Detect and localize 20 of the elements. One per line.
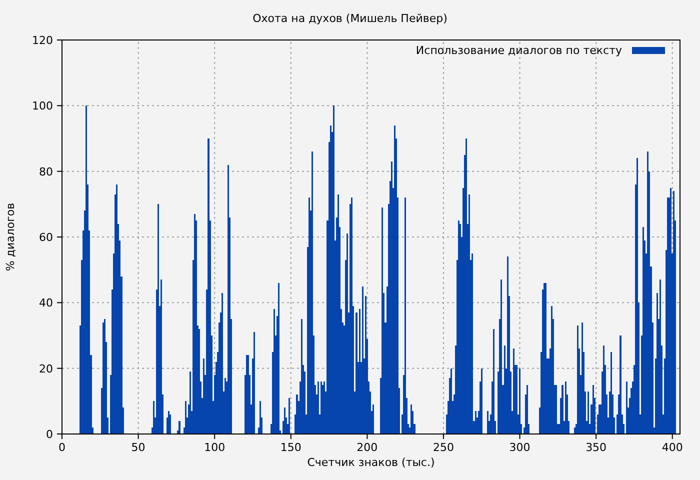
x-tick-label: 150 [280, 441, 302, 454]
x-tick-label: 200 [356, 441, 378, 454]
x-tick-label: 300 [509, 441, 530, 454]
y-tick-label: 100 [32, 100, 53, 113]
y-axis-title: % диалогов [4, 202, 17, 272]
x-tick-label: 400 [662, 441, 683, 454]
x-tick-label: 50 [131, 441, 146, 454]
x-tick-label: 350 [586, 441, 607, 454]
y-tick-label: 40 [39, 296, 53, 310]
y-tick-label: 80 [39, 165, 53, 178]
x-axis-title: Счетчик знаков (тыс.) [307, 456, 435, 469]
legend-label: Использование диалогов по тексту [416, 44, 622, 57]
x-tick-label: 250 [432, 441, 454, 454]
chart-title: Охота на духов (Мишель Пейвер) [252, 12, 448, 25]
y-tick-label: 20 [39, 362, 53, 376]
x-tick-label: 100 [204, 441, 226, 454]
x-tick-label: 0 [58, 441, 66, 454]
y-tick-label: 0 [46, 428, 53, 441]
y-tick-label: 120 [32, 34, 53, 47]
y-tick-label: 60 [39, 231, 53, 244]
